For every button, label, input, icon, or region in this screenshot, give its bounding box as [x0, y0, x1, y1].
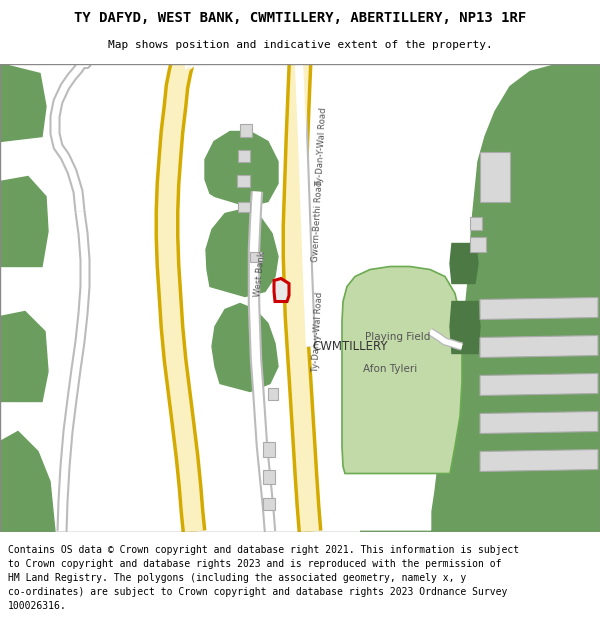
Polygon shape: [274, 279, 289, 301]
Text: Gwern-Berthi Road: Gwern-Berthi Road: [311, 181, 325, 262]
Polygon shape: [450, 244, 478, 284]
Text: CWMTILLERY: CWMTILLERY: [312, 340, 388, 353]
Polygon shape: [237, 174, 250, 186]
Text: Contains OS data © Crown copyright and database right 2021. This information is : Contains OS data © Crown copyright and d…: [8, 545, 519, 611]
Polygon shape: [0, 311, 48, 401]
Polygon shape: [470, 236, 486, 251]
Polygon shape: [342, 266, 462, 474]
Polygon shape: [0, 431, 55, 531]
Polygon shape: [480, 374, 598, 396]
Polygon shape: [480, 298, 598, 319]
Polygon shape: [450, 301, 480, 354]
Polygon shape: [480, 151, 510, 201]
Text: TY DAFYD, WEST BANK, CWMTILLERY, ABERTILLERY, NP13 1RF: TY DAFYD, WEST BANK, CWMTILLERY, ABERTIL…: [74, 11, 526, 25]
Polygon shape: [480, 449, 598, 471]
Polygon shape: [263, 498, 275, 509]
Polygon shape: [0, 64, 46, 141]
Text: Ty-Dan-y-Wal Road: Ty-Dan-y-Wal Road: [311, 291, 325, 372]
Polygon shape: [480, 411, 598, 434]
Polygon shape: [205, 131, 278, 206]
Text: Afon Tyleri: Afon Tyleri: [363, 364, 417, 374]
Polygon shape: [212, 304, 278, 391]
Polygon shape: [0, 176, 48, 266]
Polygon shape: [263, 469, 275, 484]
Polygon shape: [268, 388, 278, 399]
Polygon shape: [238, 149, 250, 161]
Polygon shape: [250, 251, 262, 261]
Text: Playing Field: Playing Field: [365, 331, 431, 341]
Polygon shape: [480, 336, 598, 357]
Polygon shape: [38, 64, 225, 531]
Text: West Bank: West Bank: [253, 250, 267, 297]
Polygon shape: [238, 201, 250, 211]
Polygon shape: [206, 209, 278, 296]
Polygon shape: [248, 64, 345, 531]
Polygon shape: [470, 216, 482, 229]
Polygon shape: [430, 64, 600, 531]
Polygon shape: [263, 441, 275, 456]
Polygon shape: [360, 64, 600, 531]
Polygon shape: [240, 124, 252, 136]
Text: Map shows position and indicative extent of the property.: Map shows position and indicative extent…: [107, 40, 493, 50]
Text: Ty-Dan-Y-Wal Road: Ty-Dan-Y-Wal Road: [316, 107, 329, 186]
